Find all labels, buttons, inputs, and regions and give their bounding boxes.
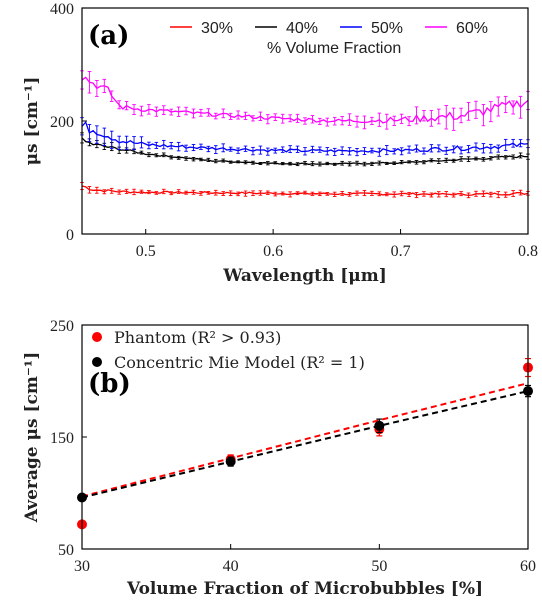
series-b-fit-1 [81,390,529,499]
chart-b-xtick-label-3: 60 [520,558,536,575]
chart-a-panel-label: (a) [88,21,129,51]
chart-a: 0.5 0.6 0.7 0.8 0 200 400 (a) 30% 40% 50% 60% … [22,1,538,286]
legend-b-label-1: Concentric Mie Model (R² = 1) [114,353,365,372]
series-b-point-1-1 [225,456,236,467]
chart-b-legend: Phantom (R² > 0.93) Concentric Mie Model… [92,328,365,372]
legend-a-label-2: 50% [371,20,403,37]
legend-b-marker-0 [92,332,102,342]
series-b-0 [77,358,533,530]
series-b-1 [77,384,533,503]
series-a-2 [80,117,530,157]
chart-b-xlabel: Volume Fraction of Microbubbles [%] [126,579,483,599]
chart-a-ytick-label-2: 400 [50,1,74,18]
series-a-3 [80,70,530,131]
chart-a-xtick-label-2: 0.7 [391,243,411,260]
series-b-fit-0 [81,382,529,498]
chart-a-ticks: 0.5 0.6 0.7 0.8 0 200 400 [50,1,538,260]
legend-b-label-0: Phantom (R² > 0.93) [114,328,281,347]
chart-b-series [77,358,533,530]
chart-a-ytick-label-0: 0 [66,227,74,244]
chart-a-xtick-label-0: 0.5 [136,243,156,260]
chart-b-ytick-label-2: 250 [50,318,74,335]
legend-a-title: % Volume Fraction [267,40,401,57]
chart-a-xtick-label-3: 0.8 [518,243,538,260]
chart-b: 30 40 50 60 50 150 250 (b) Phantom (R² > 0.93)… [22,318,536,599]
chart-a-xtick-label-1: 0.6 [263,243,283,260]
legend-a-label-0: 30% [201,20,233,37]
series-a-0 [80,182,530,199]
legend-b-marker-1 [92,357,102,367]
chart-a-series [80,70,530,199]
chart-a-legend: 30% 40% 50% 60% % Volume Fraction [170,20,488,57]
chart-b-xtick-label-1: 40 [223,558,239,575]
chart-a-xlabel: Wavelength [μm] [222,266,387,286]
chart-b-xtick-label-2: 50 [371,558,387,575]
legend-a-label-3: 60% [456,20,488,37]
legend-a-label-1: 40% [286,20,318,37]
chart-b-ytick-label-1: 150 [50,430,74,447]
chart-a-ylabel: μs [cm⁻¹] [22,77,42,166]
chart-b-ticks: 30 40 50 60 50 150 250 [50,318,536,575]
chart-b-ylabel: Average μs [cm⁻¹] [22,352,42,524]
series-b-point-1-2 [374,420,385,431]
chart-b-panel-label: (b) [88,369,131,399]
chart-b-ytick-label-0: 50 [58,542,74,559]
chart-b-xtick-label-0: 30 [74,558,90,575]
chart-a-ytick-label-1: 200 [50,114,74,131]
